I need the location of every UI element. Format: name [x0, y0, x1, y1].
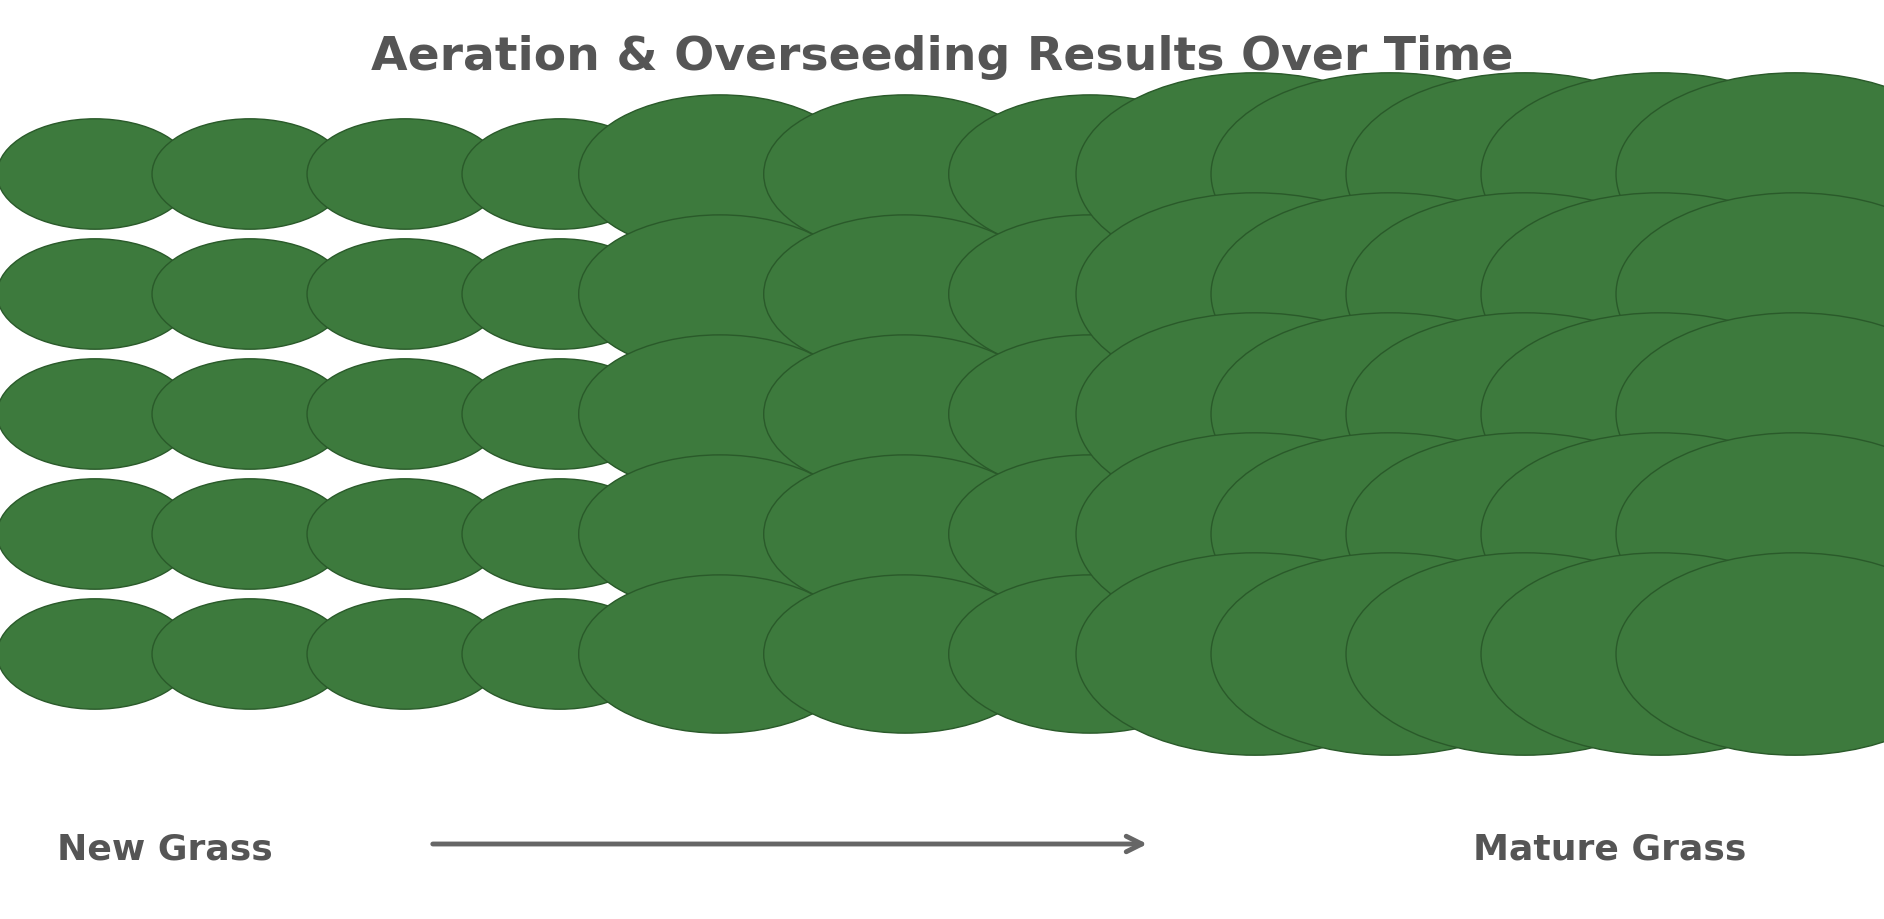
- Ellipse shape: [578, 575, 861, 733]
- Ellipse shape: [153, 240, 349, 350]
- Ellipse shape: [1211, 313, 1569, 516]
- Ellipse shape: [1481, 313, 1839, 516]
- Ellipse shape: [763, 575, 1046, 733]
- Ellipse shape: [1481, 74, 1839, 276]
- Ellipse shape: [0, 480, 192, 590]
- Ellipse shape: [1076, 74, 1434, 276]
- Ellipse shape: [462, 359, 658, 470]
- Ellipse shape: [307, 240, 503, 350]
- Ellipse shape: [0, 119, 192, 230]
- Ellipse shape: [578, 216, 861, 374]
- Ellipse shape: [1481, 553, 1839, 755]
- Ellipse shape: [1481, 434, 1839, 636]
- Ellipse shape: [763, 456, 1046, 614]
- Text: New Grass: New Grass: [57, 832, 273, 866]
- Ellipse shape: [1076, 313, 1434, 516]
- Ellipse shape: [462, 119, 658, 230]
- Ellipse shape: [950, 456, 1232, 614]
- Ellipse shape: [1345, 553, 1703, 755]
- Ellipse shape: [1345, 434, 1703, 636]
- Ellipse shape: [950, 335, 1232, 494]
- Ellipse shape: [1134, 96, 1417, 254]
- Ellipse shape: [578, 456, 861, 614]
- Ellipse shape: [1134, 456, 1417, 614]
- Ellipse shape: [153, 359, 349, 470]
- Ellipse shape: [307, 599, 503, 709]
- Ellipse shape: [763, 216, 1046, 374]
- Ellipse shape: [1345, 74, 1703, 276]
- Ellipse shape: [1211, 194, 1569, 396]
- Ellipse shape: [462, 480, 658, 590]
- Ellipse shape: [950, 96, 1232, 254]
- Ellipse shape: [1616, 194, 1884, 396]
- Ellipse shape: [0, 359, 192, 470]
- Ellipse shape: [0, 599, 192, 709]
- Ellipse shape: [153, 119, 349, 230]
- Ellipse shape: [950, 216, 1232, 374]
- Ellipse shape: [1134, 575, 1417, 733]
- Ellipse shape: [1076, 194, 1434, 396]
- Ellipse shape: [0, 240, 192, 350]
- Ellipse shape: [462, 599, 658, 709]
- Ellipse shape: [1616, 313, 1884, 516]
- Text: Aeration & Overseeding Results Over Time: Aeration & Overseeding Results Over Time: [371, 36, 1513, 80]
- Ellipse shape: [1616, 553, 1884, 755]
- Ellipse shape: [1481, 194, 1839, 396]
- Text: Mature Grass: Mature Grass: [1473, 832, 1746, 866]
- Ellipse shape: [307, 359, 503, 470]
- Ellipse shape: [307, 480, 503, 590]
- Ellipse shape: [578, 96, 861, 254]
- Ellipse shape: [1076, 434, 1434, 636]
- Ellipse shape: [462, 240, 658, 350]
- Ellipse shape: [307, 119, 503, 230]
- Ellipse shape: [1076, 553, 1434, 755]
- Ellipse shape: [153, 480, 349, 590]
- Ellipse shape: [763, 96, 1046, 254]
- Ellipse shape: [578, 335, 861, 494]
- Ellipse shape: [153, 599, 349, 709]
- Ellipse shape: [1616, 74, 1884, 276]
- Ellipse shape: [1134, 216, 1417, 374]
- Ellipse shape: [1211, 553, 1569, 755]
- Ellipse shape: [1345, 194, 1703, 396]
- Ellipse shape: [1211, 74, 1569, 276]
- Ellipse shape: [1616, 434, 1884, 636]
- Ellipse shape: [950, 575, 1232, 733]
- Ellipse shape: [1134, 335, 1417, 494]
- Ellipse shape: [1345, 313, 1703, 516]
- Ellipse shape: [763, 335, 1046, 494]
- Ellipse shape: [1211, 434, 1569, 636]
